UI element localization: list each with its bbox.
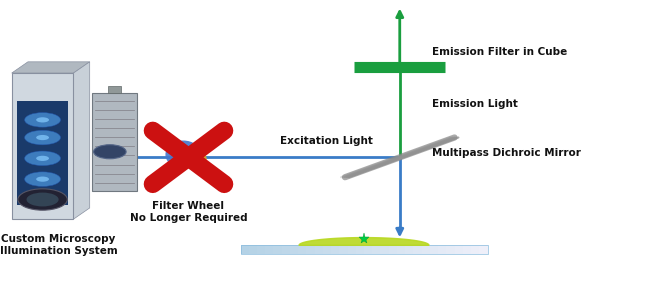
Bar: [257, 245, 265, 254]
Bar: [298, 245, 306, 254]
Text: Emission Filter in Cube: Emission Filter in Cube: [432, 47, 567, 57]
Bar: [339, 245, 348, 254]
Bar: [479, 245, 488, 254]
Bar: [12, 73, 73, 219]
Bar: [240, 245, 249, 254]
Polygon shape: [12, 62, 90, 73]
Circle shape: [27, 192, 58, 207]
Circle shape: [94, 145, 126, 159]
Circle shape: [18, 189, 68, 210]
Ellipse shape: [36, 117, 49, 123]
Ellipse shape: [25, 151, 60, 166]
Text: Emission Light: Emission Light: [432, 99, 518, 109]
Bar: [17, 101, 68, 205]
Bar: [413, 245, 422, 254]
Bar: [454, 245, 463, 254]
Text: Filter Wheel
No Longer Required: Filter Wheel No Longer Required: [130, 201, 247, 223]
Ellipse shape: [25, 130, 60, 145]
Bar: [249, 245, 257, 254]
Bar: [380, 245, 389, 254]
Bar: [240, 245, 488, 254]
Bar: [290, 245, 298, 254]
Text: Multipass Dichroic Mirror: Multipass Dichroic Mirror: [432, 148, 581, 158]
Bar: [356, 245, 364, 254]
Bar: [92, 93, 137, 191]
Ellipse shape: [36, 135, 49, 140]
Bar: [422, 245, 430, 254]
Ellipse shape: [36, 176, 49, 182]
Bar: [438, 245, 447, 254]
Bar: [397, 245, 405, 254]
Bar: [348, 245, 356, 254]
Bar: [471, 245, 479, 254]
Ellipse shape: [181, 150, 207, 167]
Bar: [281, 245, 290, 254]
Bar: [463, 245, 471, 254]
Bar: [265, 245, 274, 254]
Bar: [323, 245, 331, 254]
Ellipse shape: [36, 156, 49, 161]
Bar: [331, 245, 339, 254]
Polygon shape: [73, 62, 90, 219]
Bar: [315, 245, 323, 254]
Bar: [405, 245, 413, 254]
Bar: [447, 245, 454, 254]
Ellipse shape: [25, 113, 60, 127]
Bar: [372, 245, 380, 254]
Polygon shape: [299, 238, 429, 245]
Text: Custom Microscopy
Illumination System: Custom Microscopy Illumination System: [0, 234, 118, 256]
Bar: [389, 245, 397, 254]
Text: Excitation Light: Excitation Light: [280, 135, 372, 146]
Ellipse shape: [25, 172, 60, 186]
Bar: [108, 86, 121, 93]
Ellipse shape: [165, 140, 202, 169]
Bar: [364, 245, 372, 254]
Bar: [306, 245, 315, 254]
Bar: [274, 245, 281, 254]
Bar: [430, 245, 438, 254]
